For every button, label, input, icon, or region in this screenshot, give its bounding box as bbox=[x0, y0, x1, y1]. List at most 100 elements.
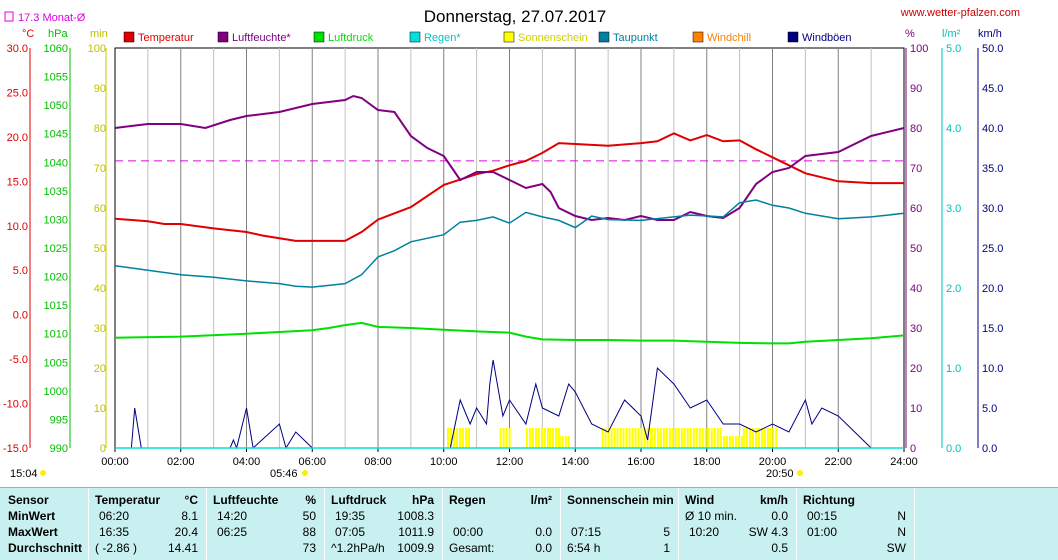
hpa-tick-label: 1055 bbox=[44, 72, 68, 84]
hpa-tick-label: 1050 bbox=[44, 100, 68, 112]
dir-min-time: 00:15 bbox=[807, 509, 838, 523]
rain-max-value: 0.0 bbox=[535, 525, 552, 539]
min-tick-label: 30 bbox=[94, 323, 106, 335]
sunshine-bar bbox=[695, 428, 698, 448]
sunshine-bar bbox=[763, 428, 766, 448]
press-trend: ^1.2hPa/h bbox=[331, 541, 385, 555]
rain-tick-label: 3.0 bbox=[946, 203, 961, 215]
sunshine-bar bbox=[625, 428, 628, 448]
x-tick-label: 18:00 bbox=[693, 456, 721, 468]
header-direction: Richtung bbox=[803, 493, 855, 507]
min-tick-label: 60 bbox=[94, 203, 106, 215]
sunshine-bar bbox=[740, 436, 743, 448]
press-max-time: 07:05 bbox=[335, 525, 366, 539]
wind-avg-value: 0.5 bbox=[771, 541, 788, 555]
sun-max-value: 5 bbox=[663, 525, 670, 539]
sunshine-bar bbox=[453, 428, 456, 448]
sunshine-bar bbox=[757, 428, 760, 448]
left-axes: 30.0 25.0 20.0 15.0 10.0 5.0 0.0 -5.0 -10.0 -15.0… bbox=[3, 43, 107, 455]
col-pressure: Luftdruck hPa 19:35 1008.3 07:05 1011.9 ^1.… bbox=[325, 488, 443, 560]
dir-min-value: N bbox=[897, 509, 906, 523]
wind-max-value: SW 4.3 bbox=[748, 525, 788, 539]
sunrise-label: 05:46 bbox=[270, 468, 298, 480]
sunshine-bar bbox=[719, 436, 722, 448]
wind-tick-label: 50.0 bbox=[982, 43, 1003, 55]
site-link[interactable]: www.wetter-pfalzen.com bbox=[900, 7, 1020, 19]
sunshine-bar bbox=[554, 428, 557, 448]
sunshine-bar bbox=[686, 428, 689, 448]
pct-tick-label: 90 bbox=[910, 83, 922, 95]
sunshine-bar bbox=[551, 428, 554, 448]
sunshine-bar bbox=[548, 428, 551, 448]
sunshine-bar bbox=[701, 428, 704, 448]
min-tick-label: 40 bbox=[94, 283, 106, 295]
legend-swatch bbox=[217, 31, 229, 43]
hpa-tick-label: 1025 bbox=[44, 243, 68, 255]
sun-total: 6:54 h bbox=[567, 541, 601, 555]
hpa-tick-label: 990 bbox=[50, 443, 68, 455]
min-tick-label: 90 bbox=[94, 83, 106, 95]
x-tick-label: 08:00 bbox=[364, 456, 392, 468]
row-label-max: MaxWert bbox=[8, 525, 58, 539]
pct-tick-label: 30 bbox=[910, 323, 922, 335]
sunshine-bar bbox=[558, 436, 561, 448]
sunshine-bar bbox=[665, 428, 668, 448]
legend-swatch bbox=[123, 31, 135, 43]
sunshine-bar bbox=[653, 428, 656, 448]
sunshine-bar bbox=[769, 428, 772, 448]
col-direction: Richtung 00:15 N 01:00 N SW bbox=[797, 488, 915, 560]
col-temperature: Temperatur °C 06:20 8.1 16:35 20.4 ( -2.86 … bbox=[89, 488, 207, 560]
col-wind: Wind km/h Ø 10 min. 0.0 10:20 SW 4.3 0.5 bbox=[679, 488, 797, 560]
series-line-luftfeuchte bbox=[114, 94, 905, 222]
row-label-min: MinWert bbox=[8, 509, 56, 523]
sunshine-bar bbox=[543, 428, 546, 448]
pct-tick-label: 0 bbox=[910, 443, 916, 455]
press-min-value: 1008.3 bbox=[397, 509, 434, 523]
min-tick-label: 10 bbox=[94, 403, 106, 415]
row-label-avg: Durchschnitt bbox=[8, 541, 83, 555]
col-rain: Regen l/m² 00:00 0.0 Gesamt: 0.0 bbox=[443, 488, 561, 560]
sunshine-bar bbox=[502, 428, 505, 448]
sunshine-bar bbox=[634, 428, 637, 448]
min-unit: min bbox=[90, 28, 108, 40]
sunshine-bar bbox=[662, 428, 665, 448]
series-line-temperatur bbox=[114, 132, 904, 242]
sunshine-bar bbox=[683, 428, 686, 448]
sunshine-bar bbox=[540, 428, 543, 448]
legend-label: Taupunkt bbox=[613, 32, 658, 44]
temp-tick-label: -5.0 bbox=[9, 354, 28, 366]
moonrise-icon bbox=[40, 470, 46, 476]
dir-max-time: 01:00 bbox=[807, 525, 838, 539]
pct-tick-label: 60 bbox=[910, 203, 922, 215]
min-tick-label: 100 bbox=[88, 43, 106, 55]
temp-tick-label: 30.0 bbox=[7, 43, 28, 55]
sunshine-bar bbox=[734, 436, 737, 448]
sunshine-bar bbox=[546, 428, 549, 448]
dir-max-value: N bbox=[897, 525, 906, 539]
sunshine-bar bbox=[748, 428, 751, 448]
press-min-time: 19:35 bbox=[335, 509, 366, 523]
col-humidity: Luftfeuchte% 14:20 50 06:25 88 73 bbox=[207, 488, 325, 560]
x-tick-label: 12:00 bbox=[496, 456, 524, 468]
sunrise-icon bbox=[302, 470, 308, 476]
moonrise-label: 15:04 bbox=[10, 468, 38, 480]
temp-min-value: 8.1 bbox=[181, 509, 198, 523]
legend-swatch bbox=[598, 31, 610, 43]
header-sensor: Sensor bbox=[8, 493, 49, 507]
rain-tick-label: 2.0 bbox=[946, 283, 961, 295]
legend-swatch bbox=[503, 31, 515, 43]
pct-tick-label: 80 bbox=[910, 123, 922, 135]
hpa-tick-label: 1010 bbox=[44, 329, 68, 341]
sunshine-bar bbox=[604, 428, 607, 448]
sunshine-bar bbox=[607, 428, 610, 448]
sunshine-bar bbox=[508, 428, 511, 448]
sunshine-bar bbox=[450, 428, 453, 448]
sunshine-bar bbox=[775, 428, 778, 448]
header-hum-unit: % bbox=[305, 493, 316, 507]
sunshine-bar bbox=[465, 428, 468, 448]
wind-tick-label: 35.0 bbox=[982, 163, 1003, 175]
press-max-value: 1011.9 bbox=[398, 525, 434, 539]
sunshine-bar bbox=[564, 436, 567, 448]
wind-tick-label: 30.0 bbox=[982, 203, 1003, 215]
sunshine-bar bbox=[537, 428, 540, 448]
